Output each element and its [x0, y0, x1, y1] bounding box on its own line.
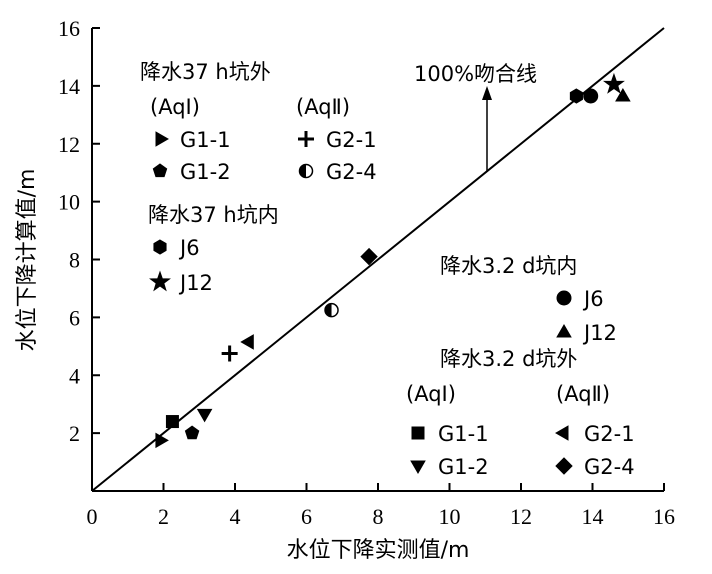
legend-label-10: G2-1 — [584, 422, 635, 446]
y-tick-label-6: 14 — [58, 74, 80, 99]
point-10-0 — [240, 334, 254, 350]
legend-group-title-0: 降水37 h坑外 — [140, 60, 271, 84]
tick-labels: 0 2 4 6 8 10 12 14 16 2 4 6 8 10 12 14 16 — [58, 16, 675, 529]
legend-marker-3 — [298, 163, 314, 179]
y-tick-label-1: 4 — [69, 363, 80, 388]
data-points — [155, 72, 631, 449]
legend-marker-9 — [410, 460, 426, 474]
x-axis-label: 水位下降实测值/m — [287, 538, 470, 563]
y-tick-label-5: 12 — [58, 132, 80, 157]
legend-aq2-label-3: (AqⅡ) — [556, 382, 610, 406]
point-4-0 — [569, 88, 583, 104]
point-11-0 — [360, 247, 378, 266]
legend-label-0: G1-1 — [180, 128, 231, 152]
x-tick-label-7: 14 — [582, 504, 604, 529]
perfect-fit-line — [91, 27, 665, 492]
legend-entries: G1-1 G1-2 G2-1 G2-4 J6 J12 J6 J12 G1-1 G1-2 G2-1 G2… — [149, 128, 635, 479]
legend-marker-7 — [556, 324, 572, 338]
point-2-0 — [221, 345, 238, 362]
reference-line-label: 100%吻合线 — [414, 62, 537, 86]
legend-label-6: J6 — [582, 287, 604, 311]
legend-marker-4 — [153, 239, 167, 255]
annotation-arrowhead — [482, 86, 492, 100]
legend-group-title-2: 降水3.2 d坑内 — [440, 254, 577, 278]
legend-label-4: J6 — [178, 236, 200, 260]
legend-marker-11 — [555, 457, 573, 475]
legend-label-2: G2-1 — [326, 128, 377, 152]
point-0-0 — [155, 432, 169, 449]
x-tick-label-2: 4 — [230, 504, 241, 529]
x-tick-label-1: 2 — [158, 504, 169, 529]
y-tick-label-2: 6 — [69, 305, 80, 330]
legend-label-1: G1-2 — [180, 160, 231, 184]
y-tick-label-3: 8 — [69, 248, 80, 273]
y-tick-label-7: 16 — [58, 16, 80, 41]
x-tick-label-3: 6 — [301, 504, 312, 529]
legend-aq1-label-3: (AqⅠ) — [406, 382, 456, 406]
legend-group-title-1: 降水37 h坑内 — [148, 203, 279, 227]
x-tick-label-6: 12 — [510, 504, 532, 529]
x-tick-label-5: 10 — [439, 504, 461, 529]
legend-aq1-label-0: (AqⅠ) — [150, 95, 200, 119]
legend-marker-2 — [298, 131, 314, 147]
legend-marker-1 — [152, 163, 168, 178]
legend-marker-10 — [555, 425, 569, 441]
point-6-0 — [583, 88, 599, 104]
legend-marker-0 — [155, 131, 169, 147]
point-3-0-half — [325, 303, 332, 317]
y-axis-label: 水位下降计算值/m — [15, 169, 40, 352]
point-7-0 — [615, 88, 631, 102]
y-tick-label-4: 10 — [58, 190, 80, 215]
x-tick-label-4: 8 — [373, 504, 384, 529]
legend-marker-5 — [149, 270, 171, 292]
x-tick-label-0: 0 — [87, 504, 98, 529]
legend-label-11: G2-4 — [584, 455, 635, 479]
point-9-0 — [196, 408, 213, 423]
legend-marker-3-half — [299, 164, 306, 178]
ticks — [91, 27, 665, 491]
point-8-0 — [165, 415, 179, 429]
legend-aq2-label-0: (AqⅡ) — [296, 95, 350, 119]
x-tick-label-8: 16 — [653, 504, 675, 529]
legend: 降水37 h坑外 (AqⅠ) (AqⅡ) 降水37 h坑内 降水3.2 d坑内 … — [140, 60, 635, 479]
legend-marker-6 — [556, 290, 572, 306]
legend-label-9: G1-2 — [438, 455, 489, 479]
point-3-0 — [324, 302, 339, 318]
legend-label-7: J12 — [582, 321, 617, 345]
point-1-0 — [184, 425, 200, 440]
legend-group-title-3: 降水3.2 d坑外 — [440, 347, 577, 371]
y-tick-label-0: 2 — [69, 421, 80, 446]
point-5-0 — [602, 72, 625, 94]
legend-label-5: J12 — [178, 271, 213, 295]
legend-label-8: G1-1 — [438, 422, 489, 446]
legend-marker-8 — [411, 426, 425, 440]
legend-label-3: G2-4 — [326, 160, 377, 184]
